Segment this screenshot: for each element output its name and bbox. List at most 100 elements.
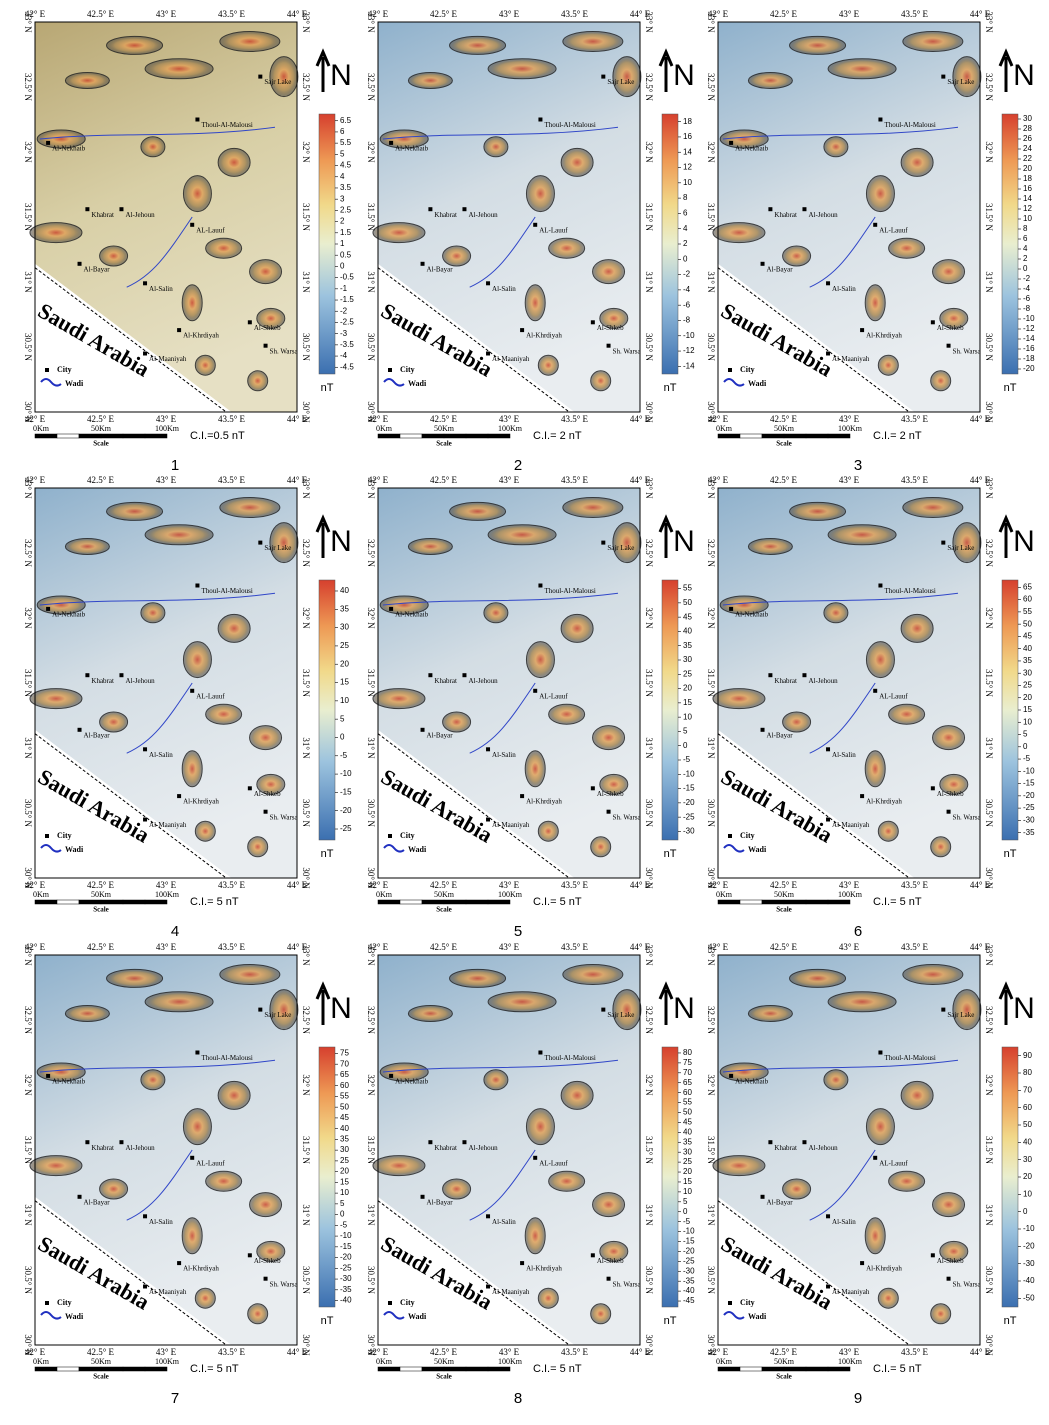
contour-interval: C.I.= 5 nT (533, 896, 582, 908)
colorbar-tick-label: -30 (340, 1274, 352, 1283)
lat-label: 33° N (366, 944, 376, 966)
colorbar (1001, 1046, 1019, 1308)
lat-label: 33° N (984, 11, 994, 33)
scale-bar-segment (122, 899, 146, 905)
lat-label: 32.5° N (301, 539, 311, 568)
city-label: Al-Nekhaib (395, 145, 429, 153)
city-label: Khabrat (91, 677, 114, 685)
lat-label: 32° N (984, 1074, 994, 1096)
lat-label: 30° N (644, 867, 654, 889)
anomaly-shading (29, 1155, 83, 1177)
city-label: Al-Jehoun (808, 211, 838, 219)
city-label: AL-Lauuf (879, 1159, 908, 1167)
anomaly-shading (900, 147, 934, 177)
lon-label: 42° E (25, 9, 46, 19)
colorbar-tick-label: 1.5 (340, 228, 352, 237)
lat-label: 32° N (706, 141, 716, 163)
colorbar-tick-label: 25 (340, 641, 349, 650)
lon-label: 43.5° E (901, 880, 929, 890)
north-label: N (1013, 525, 1035, 558)
lat-label: 31° N (23, 271, 33, 293)
colorbar-tick-label: 1 (340, 239, 345, 248)
lat-label: 31.5° N (984, 669, 994, 698)
colorbar-tick-label: -6 (1023, 294, 1031, 303)
colorbar-tick-label: 25 (683, 1157, 692, 1166)
city-label: Thoul-Al-Malousi (544, 121, 595, 129)
wadi-line (809, 1149, 876, 1221)
anomaly-shading (140, 136, 166, 158)
north-arrow (998, 981, 1014, 1025)
anomaly-shading (219, 964, 281, 985)
colorbar-tick-label: 20 (1023, 693, 1032, 702)
lat-label: 30.5° N (366, 1266, 376, 1295)
city-marker (486, 747, 491, 752)
scale-bar-segment (122, 433, 146, 439)
city-label: Thoul-Al-Malousi (544, 587, 595, 595)
anomaly-shading (712, 222, 766, 244)
lon-label: 43.5° E (901, 9, 929, 19)
lon-label: 44° E (287, 9, 308, 19)
city-marker (878, 117, 883, 122)
city-label: Al-Nekhaib (395, 611, 429, 619)
scale-tick-label: 100Km (155, 424, 180, 433)
panel-number: 2 (514, 457, 522, 474)
lon-label: 43° E (499, 414, 520, 424)
north-label: N (673, 992, 695, 1025)
scale-bar-segment (465, 899, 489, 905)
city-label: Al-Maaniyah (492, 821, 530, 829)
city-label: Al-Shkeb (254, 790, 281, 798)
scale-tick-label: 50Km (434, 890, 455, 899)
colorbar-tick-label: -10 (340, 1231, 352, 1240)
lon-label: 44° E (630, 414, 651, 424)
city-label: Sh. Warsa (953, 347, 982, 355)
anomaly-shading (902, 497, 964, 518)
colorbar-tick-label: 75 (683, 1058, 692, 1067)
lat-label: 30° N (23, 1334, 33, 1356)
colorbar-tick-label: -14 (683, 361, 695, 370)
colorbar-tick-label: -4.5 (340, 362, 354, 371)
scale-bar-segment (783, 1366, 807, 1372)
city-label: Khabrat (434, 211, 457, 219)
lat-label: 32.5° N (706, 73, 716, 102)
city-marker (77, 727, 82, 732)
colorbar-tick-label: -20 (1023, 1241, 1035, 1250)
lat-label: 32° N (23, 141, 33, 163)
colorbar-tick-label: 75 (340, 1049, 349, 1058)
lon-label: 43.5° E (561, 880, 589, 890)
city-marker (520, 1261, 525, 1266)
colorbar-tick-label: -8 (1023, 304, 1031, 313)
map-panel: Al-Nekhaib Thoul-Al-Malousi Khabrat Al-Jeho… (706, 475, 1035, 940)
anomaly-shading (537, 354, 559, 376)
north-arrow (998, 48, 1014, 92)
scale-tick-label: 100Km (155, 1357, 180, 1366)
lat-label: 30° N (23, 401, 33, 423)
north-arrow (315, 48, 331, 92)
colorbar-tick-label: 10 (683, 712, 692, 721)
city-marker (729, 140, 734, 145)
legend-wadi-line (40, 844, 62, 853)
city-label: Khabrat (434, 677, 457, 685)
lat-label: 31° N (984, 271, 994, 293)
city-marker (420, 1194, 425, 1199)
scale-bar-segment (443, 899, 467, 905)
city-label: Sajr Lake (947, 1011, 974, 1019)
legend-city-label: City (57, 365, 72, 374)
lon-label: 43.5° E (218, 1347, 246, 1357)
contour-interval: C.I.= 5 nT (873, 1363, 922, 1375)
scale-bar-segment (761, 1366, 785, 1372)
scale-bar-segment (56, 433, 80, 439)
anomaly-shading (247, 370, 269, 392)
colorbar-tick-label: 14 (1023, 194, 1032, 203)
anomaly-shading (599, 1240, 629, 1262)
city-marker (946, 343, 951, 348)
anomaly-shading (487, 524, 557, 546)
lat-label: 32° N (366, 607, 376, 629)
colorbar-unit: nT (1004, 1315, 1017, 1327)
anomaly-shading (747, 72, 793, 89)
colorbar-tick-label: 50 (340, 1102, 349, 1111)
colorbar-tick-label: -16 (1023, 344, 1035, 353)
anomaly-shading (99, 1178, 129, 1200)
wadi-line (39, 126, 276, 140)
legend-city-marker (728, 368, 732, 372)
north-label: N (673, 525, 695, 558)
